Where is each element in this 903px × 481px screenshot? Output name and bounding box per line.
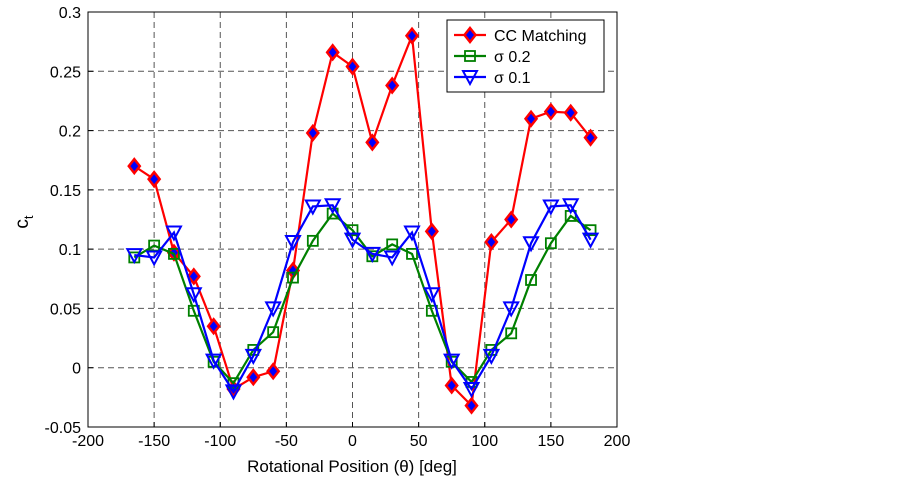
data-point-2 [403,225,421,242]
data-point-1 [386,238,399,251]
data-point-0 [543,102,558,121]
data-point-2 [383,250,401,267]
x-tick-label: -200 [72,433,104,450]
data-point-2 [185,287,203,304]
data-point-0 [385,76,400,95]
data-point-2 [125,248,143,265]
data-point-0 [206,317,221,336]
data-point-2 [522,236,540,253]
x-tick-label: -150 [138,433,170,450]
x-axis-label: Rotational Position (θ) [deg] [247,457,457,476]
y-tick-label: 0.2 [59,124,81,141]
data-point-0 [365,133,380,152]
x-tick-label: 0 [348,433,357,450]
data-point-2 [482,348,501,365]
legend-marker-2 [461,70,479,87]
data-point-2 [542,199,560,216]
data-point-2 [204,353,223,370]
data-point-2 [244,348,262,365]
data-point-2 [323,198,342,215]
x-tick-label: 50 [410,433,428,450]
data-point-2 [165,225,183,242]
y-tick-label: 0 [72,361,81,378]
data-point-0 [147,170,162,189]
data-point-2 [363,246,382,263]
data-point-0 [563,103,578,122]
y-tick-label: 0.1 [59,242,81,259]
y-tick-label: -0.05 [45,420,82,437]
data-point-1 [168,247,180,260]
y-axis-label-sub: t [21,215,36,219]
ticks: -200 -150 -100 -50 0 50 100 150 200 -0.05 0 0.05 0.1… [45,5,631,450]
data-point-2 [581,232,600,249]
data-point-0 [404,26,420,45]
data-point-0 [325,43,340,62]
data-point-2 [264,301,282,318]
data-point-2 [502,301,520,318]
data-point-2 [304,199,322,216]
series-group [125,26,600,415]
y-axis-label-main: c [12,219,33,229]
data-point-2 [224,384,243,401]
data-point-1 [406,247,418,260]
data-point-0 [444,376,459,395]
y-tick-label: 0.15 [50,183,81,200]
data-point-1 [525,274,537,286]
data-point-0 [424,222,439,241]
legend-label-1: σ 0.2 [494,49,531,66]
data-point-1 [505,327,518,340]
data-point-0 [504,210,519,229]
x-tick-label: 200 [604,433,631,450]
data-point-0 [345,57,360,76]
legend-marker-1 [464,50,476,62]
x-tick-label: -50 [275,433,298,450]
data-point-1 [544,237,557,250]
data-point-2 [284,235,302,252]
data-point-0 [305,123,320,142]
data-point-0 [186,267,201,286]
x-tick-label: 100 [471,433,498,450]
data-point-0 [464,396,479,415]
legend-marker-0 [462,25,478,45]
data-point-1 [306,234,319,247]
legend-label-0: CC Matching [494,28,586,45]
data-point-2 [343,232,362,249]
data-point-0 [246,368,261,387]
svg-text:ct: ct [12,215,36,229]
legend-label-2: σ 0.1 [494,70,531,87]
data-point-0 [266,362,281,381]
data-point-0 [127,157,142,176]
data-point-2 [443,353,461,370]
data-point-0 [583,128,598,147]
data-point-0 [484,233,499,252]
legend: CC Matching σ 0.2 σ 0.1 [446,19,605,93]
series-line-0 [133,35,592,409]
data-point-2 [462,382,481,399]
y-tick-label: 0.05 [50,301,81,318]
x-tick-label: 150 [538,433,565,450]
data-point-2 [562,198,580,215]
data-point-1 [267,326,280,339]
x-tick-label: -100 [204,433,236,450]
series-line-2 [134,204,592,394]
data-point-2 [423,287,441,304]
y-tick-label: 0.3 [59,5,81,22]
y-axis-label: ct [12,215,36,229]
y-tick-label: 0.25 [50,64,81,81]
data-point-1 [287,271,299,284]
data-point-2 [145,250,163,267]
data-point-0 [523,109,539,128]
